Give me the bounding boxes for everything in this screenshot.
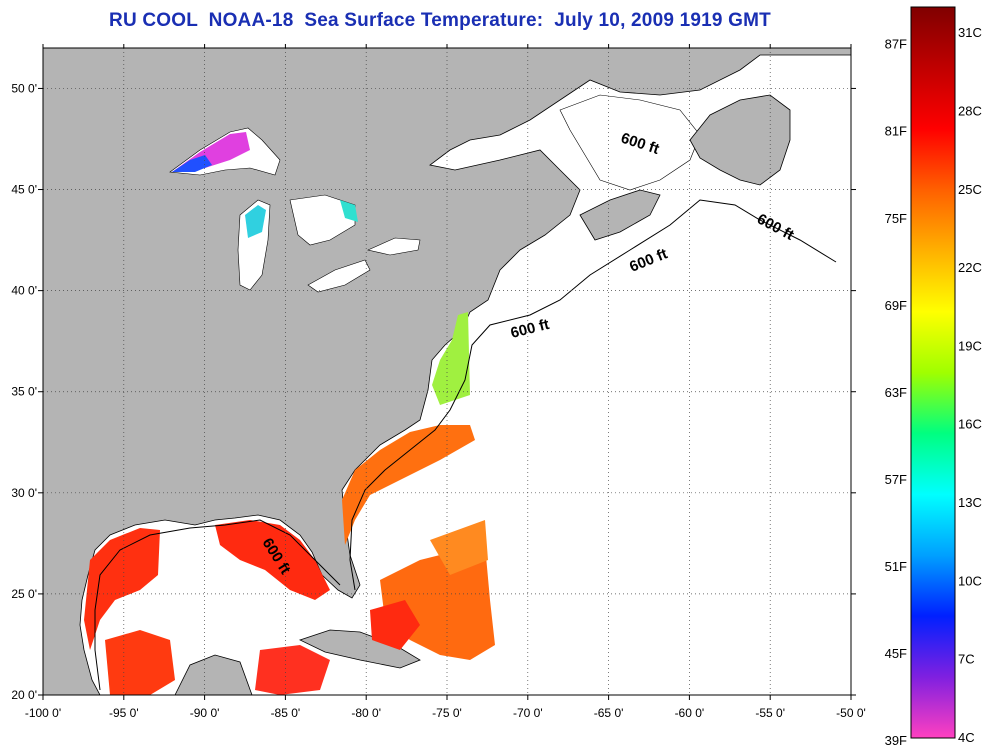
great-lakes (169, 127, 421, 293)
land-newfoundland (689, 94, 791, 186)
graticule (43, 48, 851, 695)
lon-tick-label: -65 0' (594, 706, 624, 720)
lat-tick-label: 50 0' (11, 81, 37, 95)
latitude-axis: 20 0' 25 0' 30 0' 35 0' 40 0' 45 0' 50 0' (11, 81, 856, 702)
sst-mid-atlantic (432, 312, 470, 405)
colorbar-fahrenheit-label: 51F (885, 559, 907, 574)
lon-tick-label: -85 0' (271, 706, 301, 720)
colorbar-celsius-label: 13C (958, 495, 982, 510)
sst-caribbean-red (370, 600, 420, 650)
land-nova-scotia (579, 189, 661, 241)
sst-gulf-north (215, 520, 330, 600)
map-panel (43, 48, 851, 695)
lon-tick-label: -95 0' (109, 706, 139, 720)
lon-tick-label: -80 0' (351, 706, 381, 720)
colorbar-fahrenheit-label: 57F (885, 472, 907, 487)
lake-ontario (367, 237, 421, 256)
map-title: RU COOL NOAA-18 Sea Surface Temperature:… (109, 10, 771, 31)
lake-erie (307, 259, 371, 293)
colorbar-fahrenheit-label: 45F (885, 646, 907, 661)
sst-bahamas-east (430, 520, 488, 575)
lat-tick-label: 30 0' (11, 486, 37, 500)
lat-tick-label: 45 0' (11, 183, 37, 197)
lake-huron-sst (340, 200, 358, 222)
colorbar-fahrenheit-label: 63F (885, 385, 907, 400)
colorbar-celsius-label: 25C (958, 182, 982, 197)
colorbar-fahrenheit-label: 81F (885, 124, 907, 139)
colorbar-fahrenheit-label: 39F (885, 733, 907, 748)
colorbar-fahrenheit-labels: 87F 81F 75F 69F 63F 57F 51F 45F 39F (885, 37, 907, 748)
isobath-600ft (94, 199, 837, 691)
land-cuba (298, 629, 421, 669)
colorbar-celsius-label: 31C (958, 25, 982, 40)
colorbar-celsius-label: 19C (958, 338, 982, 353)
lon-tick-label: -55 0' (755, 706, 785, 720)
lake-michigan-sst (245, 205, 266, 238)
lat-tick-label: 35 0' (11, 385, 37, 399)
colorbar: 87F 81F 75F 69F 63F 57F 51F 45F 39F 31C 28C 25C 22C… (885, 6, 982, 748)
colorbar-celsius-label: 7C (958, 652, 975, 667)
sst-southeast-coast (342, 425, 475, 545)
colorbar-bar (910, 6, 956, 739)
longitude-axis: -100 0' -95 0' -90 0' -85 0' -80 0' -75 0' -70… (25, 44, 866, 720)
lon-tick-label: -100 0' (25, 706, 61, 720)
lat-tick-label: 20 0' (11, 688, 37, 702)
lake-superior-sst-blue (172, 155, 212, 172)
colorbar-celsius-label: 4C (958, 730, 975, 745)
lon-tick-label: -70 0' (513, 706, 543, 720)
colorbar-celsius-label: 10C (958, 573, 982, 588)
colorbar-celsius-label: 16C (958, 417, 982, 432)
land-yucatan-cuba (174, 654, 253, 695)
sst-gulf-west (84, 528, 160, 650)
sst-gulf-south (105, 630, 175, 695)
lon-tick-label: -60 0' (675, 706, 705, 720)
colorbar-fahrenheit-label: 87F (885, 37, 907, 52)
colorbar-celsius-labels: 31C 28C 25C 22C 19C 16C 13C 10C 7C 4C (958, 25, 982, 745)
colorbar-celsius-label: 22C (958, 260, 982, 275)
lon-tick-label: -50 0' (836, 706, 866, 720)
colorbar-celsius-label: 28C (958, 103, 982, 118)
lon-tick-label: -75 0' (432, 706, 462, 720)
colorbar-fahrenheit-label: 75F (885, 211, 907, 226)
land-north-america (43, 48, 851, 695)
lat-tick-label: 40 0' (11, 284, 37, 298)
st-lawrence-gulf (559, 94, 701, 191)
lat-tick-label: 25 0' (11, 587, 37, 601)
lake-huron (289, 194, 356, 246)
sst-yucatan-channel (255, 645, 330, 695)
colorbar-fahrenheit-label: 69F (885, 298, 907, 313)
lon-tick-label: -90 0' (190, 706, 220, 720)
